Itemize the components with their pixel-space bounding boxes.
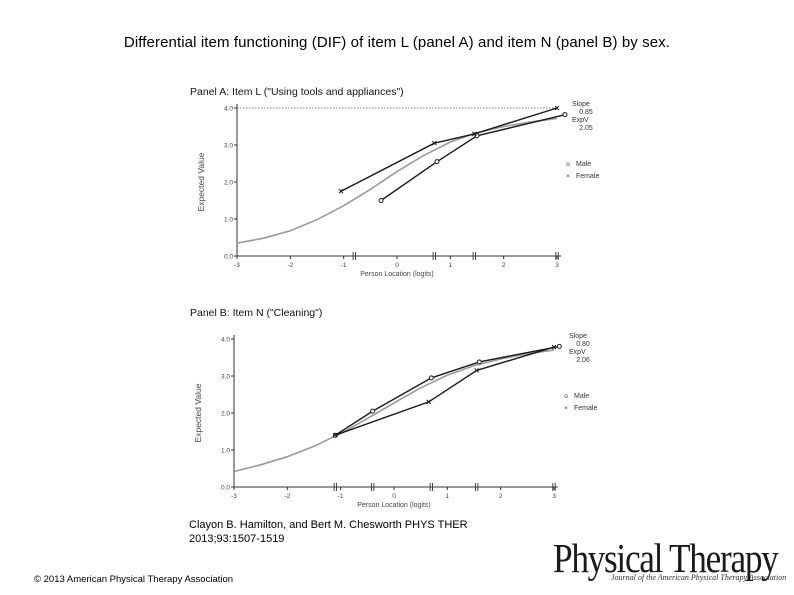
figure-title: Differential item functioning (DIF) of i… bbox=[123, 34, 671, 51]
series-line-male bbox=[334, 345, 560, 436]
journal-logo: Physical Therapy Journal of the American… bbox=[553, 535, 787, 588]
legend-label-male: Male bbox=[576, 161, 591, 168]
citation: Clayon B. Hamilton, and Bert M. Cheswort… bbox=[189, 518, 468, 546]
data-point-female bbox=[551, 344, 557, 350]
y-tick-label: 1.0 bbox=[224, 217, 233, 224]
data-point-male bbox=[476, 359, 482, 365]
x-tick-label: -2 bbox=[284, 493, 290, 500]
x-axis-label: Person Location (logits) bbox=[357, 502, 431, 509]
data-point-male bbox=[556, 343, 562, 349]
y-axis-label: Expected Value bbox=[193, 383, 203, 442]
data-point-male bbox=[428, 375, 434, 381]
legend-label-female: Female bbox=[576, 173, 599, 180]
legend-label-female: Female bbox=[574, 405, 597, 412]
x-tick-label: -3 bbox=[231, 493, 237, 500]
legend-marker-male: o bbox=[566, 161, 570, 168]
y-tick-label: 0.0 bbox=[221, 485, 230, 492]
data-point-female bbox=[471, 131, 477, 137]
y-tick-label: 3.0 bbox=[221, 374, 230, 381]
citation-authors: Clayon B. Hamilton, and Bert M. Cheswort… bbox=[189, 519, 468, 531]
data-point-female bbox=[431, 140, 437, 146]
citation-reference: 2013;93:1507-1519 bbox=[189, 533, 285, 545]
expv-label: ExpV bbox=[572, 117, 589, 124]
panel-b-title: Panel B: Item N ("Cleaning") bbox=[190, 307, 323, 319]
x-tick-label: 3 bbox=[555, 262, 559, 269]
data-point-male bbox=[562, 112, 568, 118]
legend-marker-female: × bbox=[566, 173, 570, 180]
y-tick-label: 4.0 bbox=[221, 337, 230, 344]
data-point-male bbox=[434, 159, 440, 165]
x-tick-label: 2 bbox=[499, 493, 503, 500]
copyright-notice: © 2013 American Physical Therapy Associa… bbox=[34, 574, 234, 585]
expected-value-curve bbox=[236, 117, 558, 244]
y-tick-label: 2.0 bbox=[224, 180, 233, 187]
legend-marker-male: o bbox=[564, 393, 568, 400]
x-tick-label: 2 bbox=[502, 262, 506, 269]
panel-b-chart: -3 -2 -1 0 1 2 3 0.0 1.0 2.0 3.0 4.0 Person Location… bbox=[193, 333, 597, 509]
y-tick-label: 2.0 bbox=[221, 411, 230, 418]
series-line-male bbox=[380, 114, 566, 202]
y-tick-label: 1.0 bbox=[221, 448, 230, 455]
slope-value: 0.80 bbox=[576, 341, 590, 348]
data-point-male bbox=[370, 408, 376, 414]
legend-marker-female: × bbox=[564, 405, 568, 412]
data-point-female bbox=[332, 432, 338, 438]
legend-label-male: Male bbox=[574, 393, 589, 400]
expected-value-curve bbox=[233, 349, 555, 473]
slope-label: Slope bbox=[572, 101, 590, 108]
data-point-female bbox=[426, 399, 432, 405]
x-tick-label: 1 bbox=[449, 262, 453, 269]
x-tick-label: 3 bbox=[552, 493, 556, 500]
expv-value: 2.05 bbox=[579, 125, 593, 132]
data-point-female bbox=[338, 188, 344, 194]
x-tick-label: -1 bbox=[338, 493, 344, 500]
expv-value: 2.06 bbox=[576, 357, 590, 364]
data-point-female bbox=[554, 105, 560, 111]
slope-label: Slope bbox=[569, 333, 587, 340]
panel-a-title: Panel A: Item L ("Using tools and applia… bbox=[190, 86, 404, 98]
y-tick-label: 0.0 bbox=[224, 254, 233, 261]
data-point-female bbox=[474, 368, 480, 373]
x-tick-label: -1 bbox=[341, 262, 347, 269]
x-tick-label: -3 bbox=[234, 262, 240, 269]
series-line-female bbox=[340, 107, 558, 192]
expv-label: ExpV bbox=[569, 349, 586, 356]
x-tick-label: 1 bbox=[446, 493, 450, 500]
x-axis-label: Person Location (logits) bbox=[360, 271, 434, 278]
logo-wordmark: Physical Therapy bbox=[553, 535, 779, 581]
y-axis-label: Expected Value bbox=[196, 152, 206, 211]
x-tick-label: 0 bbox=[395, 262, 399, 269]
panel-a-chart: -3 -2 -1 0 1 2 3 0.0 1.0 2.0 3.0 4.0 Person Location… bbox=[196, 101, 599, 278]
y-tick-label: 3.0 bbox=[224, 143, 233, 150]
y-tick-label: 4.0 bbox=[224, 106, 233, 113]
slope-value: 0.85 bbox=[579, 109, 593, 116]
logo-subtitle: Journal of the American Physical Therapy… bbox=[611, 573, 787, 582]
series-line-female bbox=[335, 346, 555, 436]
x-tick-label: -2 bbox=[287, 262, 293, 269]
data-point-male bbox=[378, 198, 384, 203]
x-tick-label: 0 bbox=[392, 493, 396, 500]
